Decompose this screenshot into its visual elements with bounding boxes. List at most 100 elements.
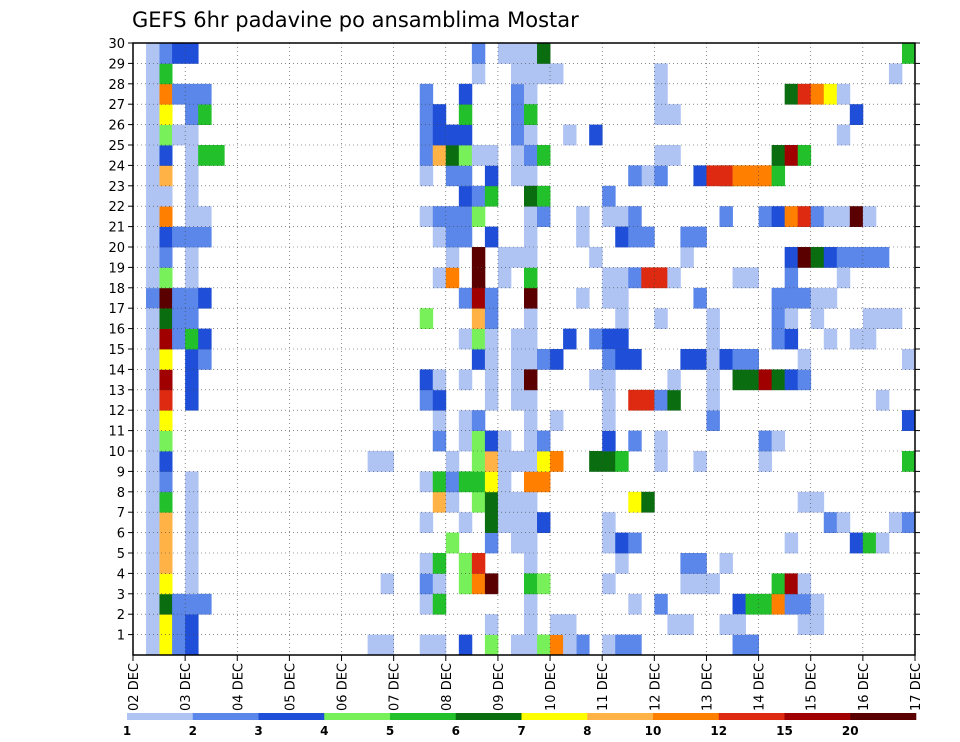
heatmap-cell xyxy=(680,226,694,248)
y-tick-label: 13 xyxy=(108,384,125,399)
heatmap-cell xyxy=(172,308,186,329)
heatmap-cell xyxy=(823,83,838,105)
heatmap-cell xyxy=(862,328,877,350)
heatmap-cell xyxy=(524,573,538,595)
heatmap-cell xyxy=(432,410,447,431)
heatmap-cell xyxy=(159,614,173,635)
heatmap-cell xyxy=(185,491,199,513)
heatmap-cell xyxy=(849,104,864,125)
heatmap-cell xyxy=(550,63,564,85)
heatmap-cell xyxy=(641,491,655,513)
colorbar-swatch xyxy=(390,713,457,720)
colorbar-swatch xyxy=(850,713,917,720)
heatmap-cell xyxy=(146,267,160,289)
heatmap-cell xyxy=(693,349,707,370)
heatmap-cell xyxy=(654,145,668,166)
heatmap-cell xyxy=(901,43,916,64)
heatmap-cell xyxy=(537,206,551,227)
heatmap-cell xyxy=(159,124,173,146)
heatmap-cell xyxy=(524,389,538,411)
heatmap-cell xyxy=(510,491,525,513)
heatmap-cell xyxy=(771,430,786,452)
heatmap-cell xyxy=(471,349,486,370)
heatmap-cell xyxy=(510,532,525,554)
heatmap-cell xyxy=(797,614,812,635)
colorbar-swatch xyxy=(258,713,325,720)
heatmap-cell xyxy=(458,634,473,656)
heatmap-cell xyxy=(185,512,199,533)
x-tick-label: 08 DEC xyxy=(440,663,455,711)
heatmap-cell xyxy=(602,369,616,391)
heatmap-cell xyxy=(185,104,199,125)
x-axis: 02 DEC 03 DEC 04 DEC 05 DEC 06 DEC 07 DEC 08 D… xyxy=(127,655,924,711)
heatmap-cell xyxy=(693,226,707,248)
heatmap-cell xyxy=(706,308,720,329)
heatmap-cell xyxy=(432,573,447,595)
heatmap-cell xyxy=(172,124,186,146)
heatmap-cell xyxy=(458,512,473,533)
heatmap-cell xyxy=(432,553,447,574)
heatmap-cell xyxy=(484,491,499,513)
heatmap-cell xyxy=(484,328,499,350)
heatmap-cell xyxy=(146,532,160,554)
heatmap-cell xyxy=(628,165,642,187)
heatmap-cell xyxy=(797,83,812,105)
heatmap-cell xyxy=(367,451,382,472)
colorbar-swatch xyxy=(192,713,259,720)
heatmap-cell xyxy=(198,145,212,166)
heatmap-cell xyxy=(419,124,434,146)
heatmap-cell xyxy=(615,287,629,309)
heatmap-cell xyxy=(732,614,746,635)
heatmap-cell xyxy=(589,369,603,391)
heatmap-cell xyxy=(419,308,434,329)
heatmap-cell xyxy=(576,206,590,227)
heatmap-cell xyxy=(159,573,173,595)
heatmap-cell xyxy=(628,267,642,289)
heatmap-cell xyxy=(419,83,434,105)
heatmap-cell xyxy=(146,471,160,493)
heatmap-cell xyxy=(732,369,746,391)
heatmap-cell xyxy=(602,451,616,472)
heatmap-cell xyxy=(419,369,434,391)
heatmap-cell xyxy=(901,451,916,472)
heatmap-cell xyxy=(159,369,173,391)
heatmap-cell xyxy=(628,430,642,452)
colorbar-swatch xyxy=(718,713,785,720)
heatmap-cell xyxy=(497,512,512,533)
colorbar-label: 4 xyxy=(320,724,328,738)
heatmap-cell xyxy=(732,267,746,289)
heatmap-cell xyxy=(550,451,564,472)
heatmap-cell xyxy=(458,185,473,207)
heatmap-cell xyxy=(524,308,538,329)
heatmap-cell xyxy=(484,532,499,554)
heatmap-cell xyxy=(693,553,707,574)
heatmap-cell xyxy=(172,614,186,635)
heatmap-cell xyxy=(432,226,447,248)
heatmap-cell xyxy=(510,451,525,472)
heatmap-cell xyxy=(198,226,212,248)
heatmap-cell xyxy=(823,247,838,268)
heatmap-cell xyxy=(198,349,212,370)
heatmap-cell xyxy=(185,267,199,289)
heatmap-cell xyxy=(484,226,499,248)
heatmap-cell xyxy=(146,573,160,595)
heatmap-cell xyxy=(706,573,720,595)
heatmap-cell xyxy=(185,634,199,656)
heatmap-cell xyxy=(758,206,773,227)
heatmap-cell xyxy=(497,430,512,452)
heatmap-cell xyxy=(719,206,733,227)
heatmap-cell xyxy=(484,634,499,656)
heatmap-cell xyxy=(836,83,851,105)
heatmap-cell xyxy=(602,430,616,452)
heatmap-cell xyxy=(198,287,212,309)
heatmap-cell xyxy=(745,267,759,289)
heatmap-cell xyxy=(615,349,629,370)
heatmap-cell xyxy=(146,165,160,187)
heatmap-cell xyxy=(810,614,825,635)
y-tick-label: 12 xyxy=(108,404,125,419)
heatmap-cell xyxy=(654,593,668,615)
colorbar-label: 3 xyxy=(254,724,262,738)
heatmap-cell xyxy=(159,471,173,493)
heatmap-cell xyxy=(146,451,160,472)
heatmap-cell xyxy=(484,512,499,533)
